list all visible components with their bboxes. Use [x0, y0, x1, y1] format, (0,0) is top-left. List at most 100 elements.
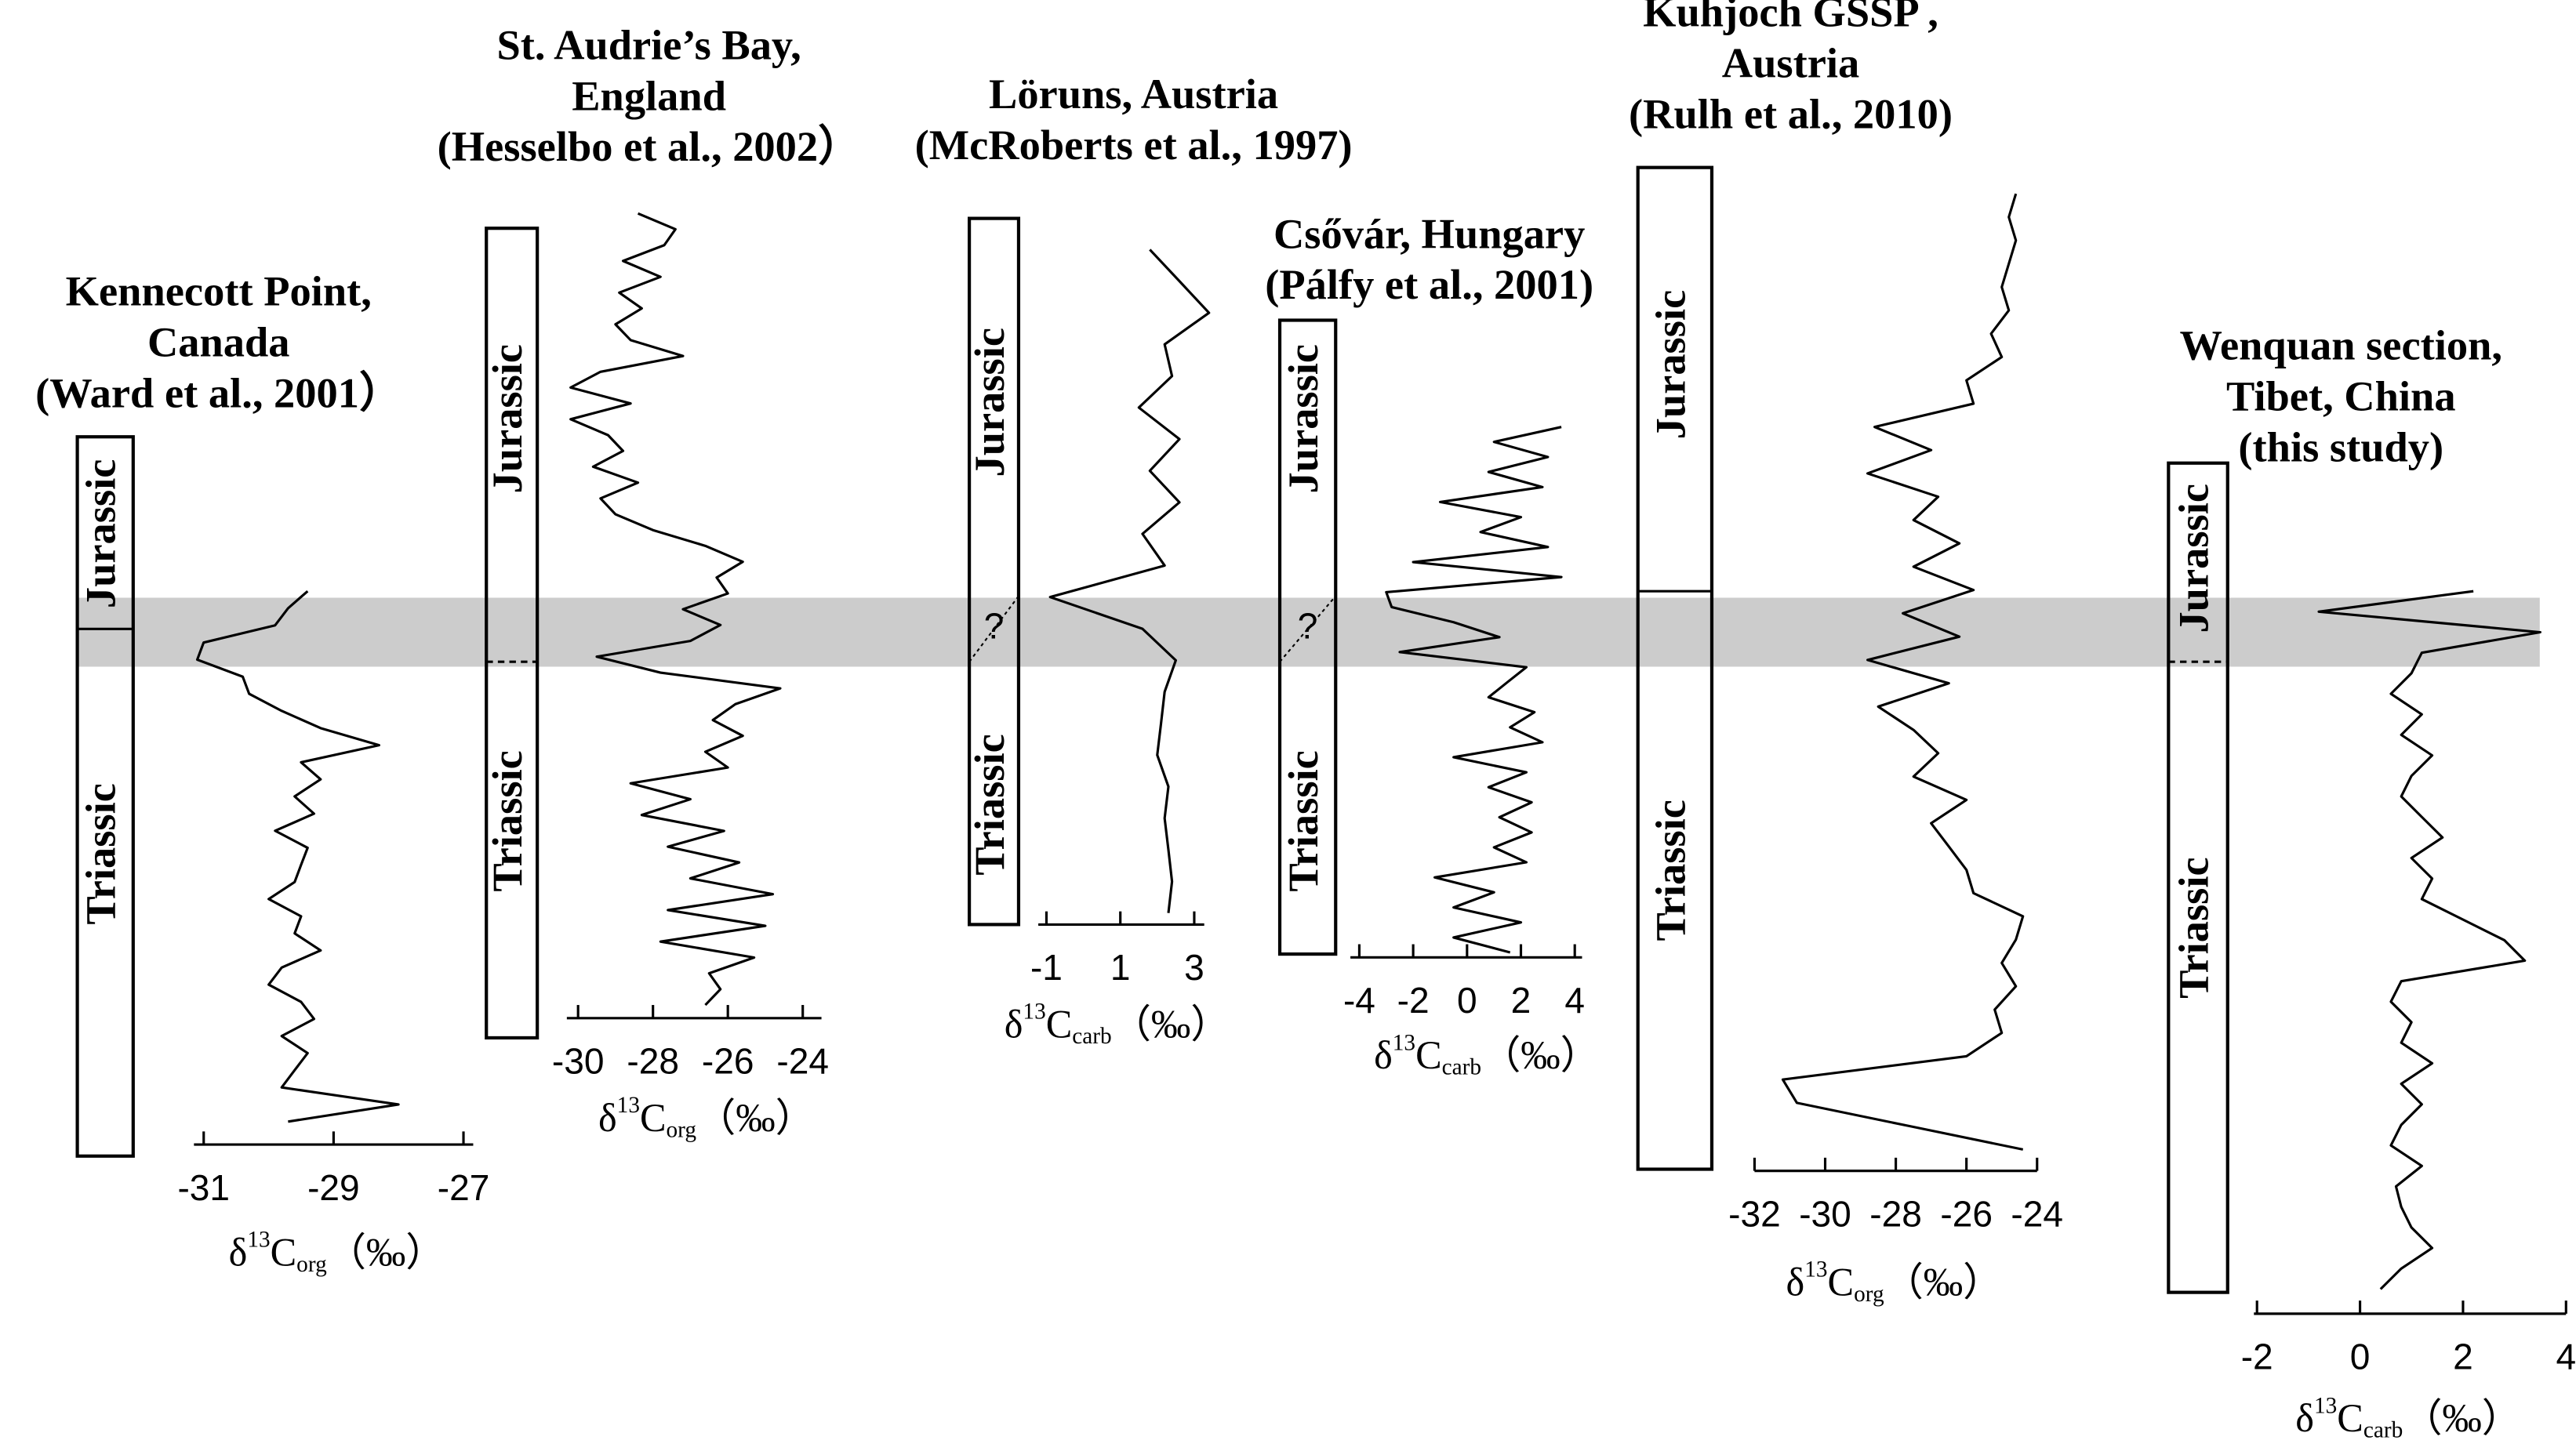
x-axis-label-part: 13: [1393, 1030, 1415, 1055]
panel-title: Löruns, Austria: [989, 70, 1278, 118]
panel-title: Kennecott Point,: [66, 267, 372, 315]
panel-title: Tibet, China: [2226, 372, 2456, 420]
stage-label: Triassic: [483, 750, 531, 891]
x-axis-label-part: C: [1828, 1260, 1855, 1304]
x-tick-label: 3: [1184, 947, 1204, 988]
isotope-curve: [195, 589, 400, 1123]
x-tick-label: -28: [627, 1041, 679, 1082]
x-axis-label-part: C: [1415, 1033, 1442, 1077]
x-tick-label: -2: [2241, 1337, 2273, 1377]
x-axis-label: δ13Ccarb（‰）: [1374, 1030, 1600, 1079]
panel-title: (Hesselbo et al., 2002）: [438, 122, 861, 170]
panel-title: Austria: [1722, 38, 1859, 86]
x-axis-label-part: （‰）: [1112, 1002, 1230, 1046]
panel-title: Canada: [147, 318, 290, 366]
x-axis-label: δ13Corg（‰）: [229, 1227, 445, 1276]
x-axis-label-part: carb: [2363, 1417, 2403, 1442]
x-axis-label-part: org: [667, 1117, 697, 1142]
x-axis-label-part: （‰）: [696, 1095, 815, 1139]
x-axis-label-part: 13: [1804, 1257, 1827, 1282]
strat-column: [2167, 461, 2229, 1294]
panel-title: (McRoberts et al., 1997): [915, 121, 1353, 169]
isotope-curve: [1781, 193, 2025, 1151]
x-tick-label: -32: [1728, 1193, 1781, 1234]
x-tick-label: -29: [307, 1167, 360, 1208]
isotope-curve: [2317, 589, 2541, 1290]
strat-column: [75, 435, 135, 1158]
x-axis-label-part: （‰）: [1481, 1033, 1600, 1077]
x-tick-label: 4: [1564, 980, 1585, 1021]
x-axis-label-part: 13: [1023, 999, 1045, 1024]
panel-title: Wenquan section,: [2180, 321, 2503, 369]
stage-label: Triassic: [2170, 857, 2218, 998]
x-axis-label-part: 13: [247, 1227, 270, 1252]
panel-title: (this study): [2238, 423, 2443, 471]
x-tick-label: 2: [2453, 1337, 2473, 1377]
stage-label: Jurassic: [483, 344, 531, 494]
x-axis-label-part: δ: [1786, 1260, 1805, 1304]
isotope-curve: [1385, 426, 1563, 954]
x-tick-label: -26: [1940, 1193, 1993, 1234]
panel-title: (Pálfy et al., 2001): [1265, 260, 1593, 308]
x-axis-label: δ13Ccarb（‰）: [2295, 1393, 2521, 1442]
x-tick-label: -28: [1869, 1193, 1922, 1234]
x-axis-label: δ13Ccarb（‰）: [1005, 999, 1230, 1048]
stage-label: Jurassic: [1646, 290, 1694, 440]
x-tick-label: 0: [1457, 980, 1477, 1021]
x-tick-label: 4: [2556, 1337, 2576, 1377]
strat-column: [1636, 165, 1714, 1171]
x-tick-label: -30: [552, 1041, 605, 1082]
panel-title: England: [572, 71, 726, 119]
strat-column: [1277, 318, 1338, 956]
x-tick-label: -4: [1343, 980, 1375, 1021]
x-tick-label: -30: [1799, 1193, 1851, 1234]
stage-boundary: [968, 595, 1019, 662]
panel-title: Csővár, Hungary: [1273, 209, 1585, 257]
stage-label: Triassic: [1646, 800, 1694, 941]
x-axis-label-part: δ: [2295, 1396, 2314, 1440]
x-axis-label: δ13Corg（‰）: [1786, 1257, 2003, 1306]
strat-column: [968, 216, 1021, 927]
panel-title: St. Audrie’s Bay,: [496, 20, 801, 68]
x-axis-label-part: carb: [1072, 1024, 1111, 1049]
x-axis-label-part: δ: [1374, 1033, 1393, 1077]
x-axis-label-part: δ: [598, 1095, 617, 1139]
panel-title: Kuhjoch GSSP ,: [1643, 0, 1938, 35]
x-axis-label-part: （‰）: [327, 1230, 445, 1274]
stage-label: Triassic: [1279, 750, 1327, 891]
panel-title: (Ward et al., 2001）: [35, 368, 401, 416]
x-axis-label-part: （‰）: [1884, 1260, 2003, 1304]
stage-boundary: [1279, 595, 1337, 662]
x-axis-label-part: C: [271, 1230, 297, 1274]
x-tick-label: -24: [2011, 1193, 2063, 1234]
x-tick-label: -27: [438, 1167, 490, 1208]
panel-title: (Rulh et al., 2010): [1629, 89, 1953, 137]
isotope-curve: [569, 212, 782, 1007]
x-tick-label: -1: [1030, 947, 1063, 988]
x-tick-label: 0: [2350, 1337, 2371, 1377]
x-tick-label: 2: [1511, 980, 1531, 1021]
x-axis-label: δ13Corg（‰）: [598, 1093, 815, 1142]
x-axis-label-part: org: [1854, 1282, 1884, 1307]
x-axis-label-part: C: [1046, 1002, 1073, 1046]
uncertain-mark: ?: [984, 605, 1005, 646]
x-tick-label: -2: [1397, 980, 1430, 1021]
x-axis-label-part: C: [2337, 1396, 2363, 1440]
stage-label: Jurassic: [1279, 344, 1327, 494]
x-axis-label-part: carb: [1442, 1054, 1481, 1079]
strat-column: [485, 227, 540, 1040]
stage-label: Jurassic: [965, 328, 1013, 477]
x-tick-label: -31: [177, 1167, 230, 1208]
stage-label: Jurassic: [77, 459, 125, 609]
uncertain-mark: ?: [1298, 605, 1318, 646]
x-tick-label: 1: [1110, 947, 1131, 988]
x-tick-label: -26: [702, 1041, 754, 1082]
x-axis-label-part: org: [296, 1252, 327, 1277]
x-axis-label-part: 13: [617, 1093, 640, 1118]
x-axis-label-part: δ: [229, 1230, 248, 1274]
x-axis-label-part: δ: [1005, 1002, 1023, 1046]
x-tick-label: -24: [776, 1041, 829, 1082]
stage-label: Jurassic: [2170, 484, 2218, 633]
